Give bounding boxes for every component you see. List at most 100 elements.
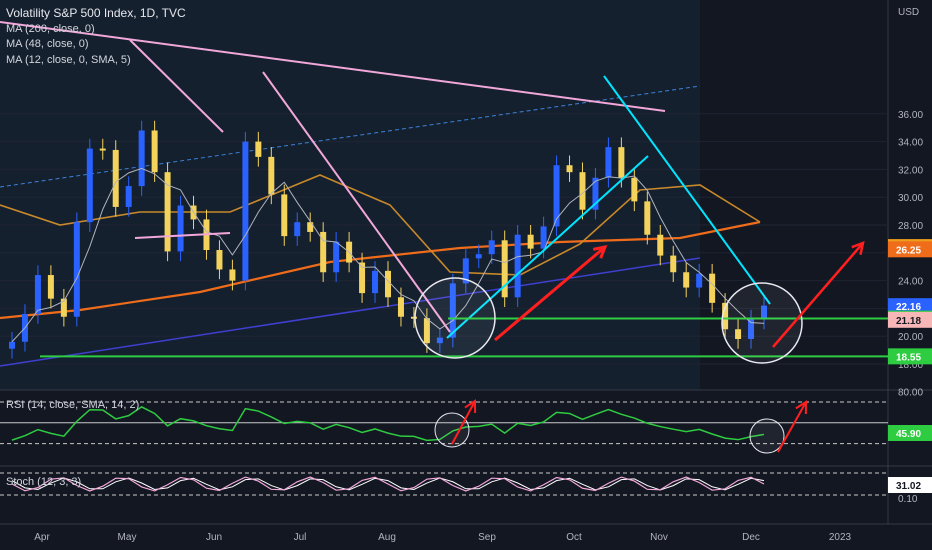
candle-body — [333, 241, 340, 273]
candle-body — [618, 147, 625, 178]
price-tag-label: 18.55 — [896, 352, 921, 363]
candle-body — [410, 316, 417, 319]
candle-body — [242, 141, 249, 281]
price-tag-label: 22.16 — [896, 302, 921, 313]
bullish-arrow-head — [592, 244, 608, 259]
candle-body — [683, 272, 690, 288]
price-tick-label: 24.00 — [898, 277, 923, 288]
candle-body — [657, 234, 664, 256]
rsi-arrow — [451, 400, 476, 445]
time-tick-label: Jul — [294, 532, 307, 543]
candle-body — [540, 226, 547, 249]
time-tick-label: Apr — [34, 532, 50, 543]
rsi-line — [11, 406, 765, 442]
stoch-value-label: 31.02 — [896, 481, 921, 492]
candle-body — [488, 240, 495, 255]
candle-body — [527, 234, 534, 249]
candle-body — [359, 262, 366, 294]
price-tag — [888, 298, 932, 315]
candle-body — [579, 172, 586, 210]
candle-body — [151, 130, 158, 173]
candle-body — [722, 302, 729, 330]
candle-body — [566, 165, 573, 173]
stoch-label[interactable]: Stoch (12, 3, 3) — [6, 476, 82, 488]
resistance-line — [262, 71, 451, 333]
currency-unit: USD — [898, 7, 920, 18]
candle-body — [216, 250, 223, 270]
candle-body — [125, 186, 132, 207]
major-resistance-line — [0, 21, 666, 112]
downtrend-line — [603, 75, 771, 305]
rsi-highlight-circle — [434, 412, 470, 448]
price-tag — [888, 241, 932, 258]
time-tick-label: Nov — [650, 532, 668, 543]
price-tick-label: 30.00 — [898, 193, 923, 204]
time-tick-label: Aug — [378, 532, 396, 543]
candle-body — [761, 305, 767, 320]
price-tick-label: 18.00 — [898, 360, 923, 371]
resistance-line — [129, 39, 224, 133]
candle-body — [397, 297, 404, 317]
candle-body — [34, 275, 41, 314]
candle-body — [462, 258, 469, 284]
price-tag — [888, 348, 932, 365]
candle-body — [255, 141, 262, 157]
ma200-label[interactable]: MA (200, close, 0) — [6, 22, 95, 35]
projection-arrow-head — [851, 241, 865, 255]
price-tag-label: 26.25 — [896, 245, 921, 256]
candle-body — [696, 273, 703, 288]
price-tick-label: 36.00 — [898, 110, 923, 121]
candle-body — [164, 172, 171, 252]
candle-body — [73, 222, 80, 317]
time-tick-label: Dec — [742, 532, 760, 543]
candle-body — [631, 177, 638, 202]
candle-body — [644, 201, 651, 235]
rsi-arrow-head — [795, 400, 808, 415]
rsi-arrow — [777, 401, 807, 453]
price-tag-label: 21.18 — [896, 316, 921, 327]
price-tick-label: 32.00 — [898, 165, 923, 176]
rsi-tick-label: 80.00 — [898, 388, 923, 399]
price-tick-label: 34.00 — [898, 138, 923, 149]
time-tick-label: May — [118, 532, 137, 543]
rsi-highlight-circle — [749, 418, 785, 454]
ma48-label[interactable]: MA (48, close, 0) — [6, 38, 89, 50]
candle-body — [449, 283, 456, 338]
candle-body — [112, 149, 119, 207]
channel-upper-line — [0, 85, 701, 188]
ma12-label[interactable]: MA (12, close, 0, SMA, 5) — [6, 53, 131, 66]
candle-body — [268, 156, 275, 195]
stoch-k-line — [11, 476, 765, 492]
candle-body — [735, 329, 742, 339]
stoch-d-line — [11, 477, 765, 491]
bullish-arrow — [494, 245, 606, 342]
candle-body — [138, 130, 145, 187]
range-line — [134, 232, 231, 239]
time-tick-label: Sep — [478, 532, 496, 543]
candle-body — [670, 255, 677, 273]
chart-legend: Volatility S&P 500 Index, 1D, TVC MA (20… — [6, 6, 186, 68]
projection-arrow — [772, 242, 864, 348]
candle-body — [86, 148, 93, 223]
candle-body — [748, 319, 755, 339]
symbol-title[interactable]: Volatility S&P 500 Index, 1D, TVC — [6, 6, 186, 20]
candle-body — [294, 222, 301, 237]
candle-body — [177, 205, 184, 252]
time-tick-label: 2023 — [829, 532, 852, 543]
price-tick-label: 20.00 — [898, 332, 923, 343]
stoch-tick-label: 0.10 — [898, 494, 918, 505]
candle-body — [436, 337, 443, 344]
rsi-arrow-head — [464, 399, 477, 414]
candle-body — [47, 275, 54, 299]
time-tick-label: Jun — [206, 532, 222, 543]
ma12-line — [11, 167, 765, 343]
rsi-label[interactable]: RSI (14, close, SMA, 14, 2) — [6, 399, 140, 411]
candle-body — [475, 254, 482, 259]
stoch-value-tag — [888, 477, 932, 493]
candle-body — [320, 231, 327, 273]
candle-body — [553, 165, 560, 227]
highlight-circle — [721, 282, 803, 364]
price-tick-label: 28.00 — [898, 221, 923, 232]
candle-body — [709, 273, 716, 303]
